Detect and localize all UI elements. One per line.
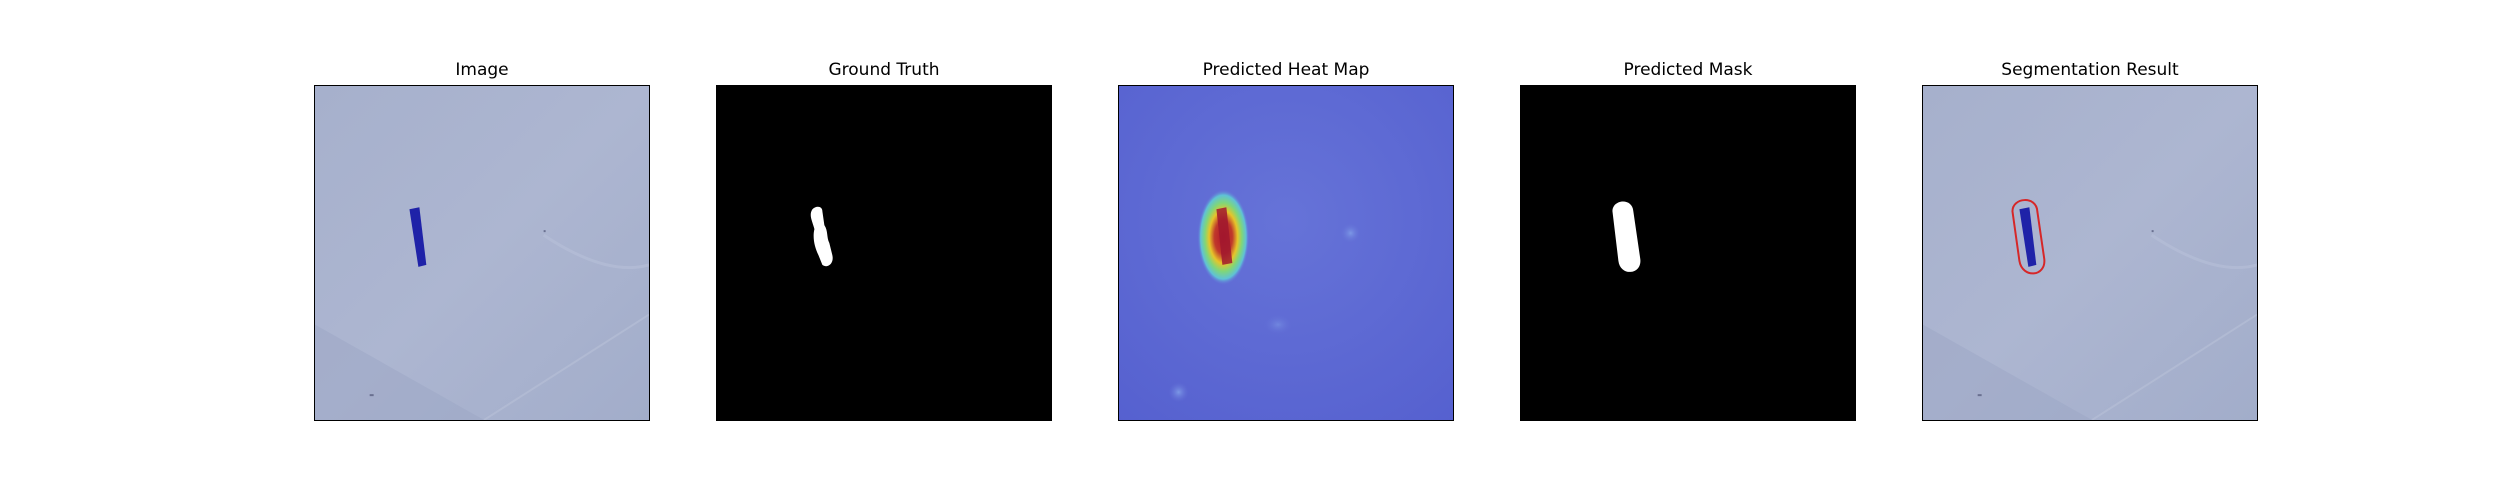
panel-title-image: Image	[455, 60, 509, 80]
ground-truth-mask	[716, 85, 1052, 421]
panel-title-heat-map: Predicted Heat Map	[1202, 60, 1370, 80]
predicted-mask	[1520, 85, 1856, 421]
object-marker	[409, 207, 427, 267]
predicted-heat-map	[1118, 85, 1454, 421]
segmentation-result	[1922, 85, 2258, 421]
input-image	[314, 85, 650, 421]
heat-map-graphic	[1119, 86, 1453, 420]
ground-truth-graphic	[717, 86, 1051, 420]
input-image-graphic	[315, 86, 649, 420]
predicted-mask-region	[1612, 201, 1641, 272]
panel-title-segmentation-result: Segmentation Result	[2001, 60, 2179, 80]
panel-title-predicted-mask: Predicted Mask	[1623, 60, 1753, 80]
panel-title-ground-truth: Ground Truth	[828, 60, 940, 80]
ground-truth-region	[810, 206, 833, 267]
segmentation-contour	[2011, 199, 2046, 275]
segmentation-result-graphic	[1923, 86, 2257, 420]
predicted-mask-graphic	[1521, 86, 1855, 420]
